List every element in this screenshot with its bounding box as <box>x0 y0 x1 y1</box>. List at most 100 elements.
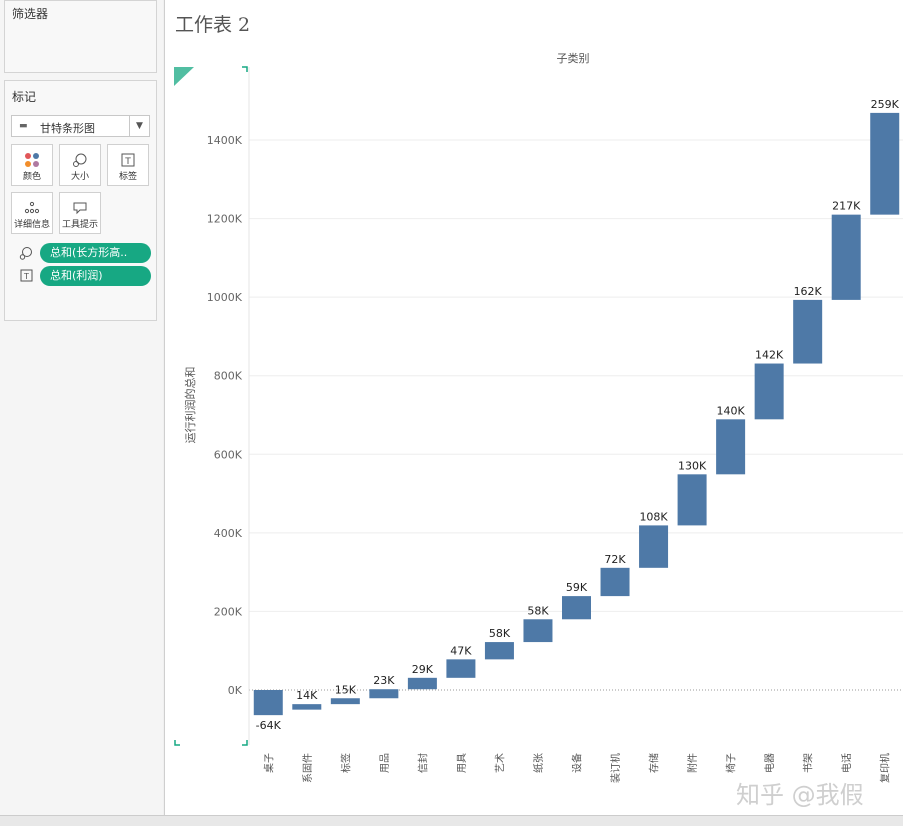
bar <box>716 419 746 475</box>
left-panel: 筛选器 标记 ▬ 甘特条形图 ▼ 颜色 大小 T 标签 <box>0 0 163 825</box>
x-tick-label: 艺术 <box>494 753 506 773</box>
y-tick-label: 800K <box>214 370 243 383</box>
y-tick-label: 200K <box>214 605 243 618</box>
bar <box>600 567 630 597</box>
chevron-down-icon[interactable]: ▼ <box>129 116 149 136</box>
size-pill-row: 总和(长方形高.. <box>19 243 153 263</box>
y-tick-label: 1400K <box>207 134 243 147</box>
column-header: 子类别 <box>557 51 590 65</box>
label-pill-row: T 总和(利润) <box>19 266 153 286</box>
bar-value-label: 140K <box>717 404 746 417</box>
gridlines <box>248 67 903 745</box>
x-tick-label: 信封 <box>416 753 429 773</box>
detail-button[interactable]: 详细信息 <box>11 192 53 234</box>
bar <box>407 677 437 690</box>
color-button-label: 颜色 <box>22 172 41 182</box>
y-tick-label: 600K <box>214 448 243 461</box>
color-button[interactable]: 颜色 <box>11 144 53 186</box>
corner-marker-icon <box>174 67 194 86</box>
watermark: 知乎 @我假 <box>736 781 864 809</box>
marks-card: 标记 ▬ 甘特条形图 ▼ 颜色 大小 T 标签 <box>4 80 157 321</box>
svg-text:T: T <box>23 272 29 281</box>
size-field-pill[interactable]: 总和(长方形高.. <box>40 243 151 263</box>
size-icon <box>60 151 100 169</box>
bar-value-label: 14K <box>296 689 318 702</box>
x-tick-label: 装订机 <box>609 753 622 783</box>
selection-corner-icon <box>174 66 248 746</box>
x-tick-label: 用品 <box>379 753 391 773</box>
status-bar <box>0 815 903 826</box>
bar <box>677 474 707 526</box>
x-tick-label: 复印机 <box>879 753 892 783</box>
bar <box>639 525 669 568</box>
label-field-pill[interactable]: 总和(利润) <box>40 266 151 286</box>
label-button-label: 标签 <box>118 172 137 182</box>
bar-value-label: 59K <box>566 581 588 594</box>
detail-button-label: 详细信息 <box>13 220 50 230</box>
label-icon: T <box>19 269 33 283</box>
bar-value-label: 15K <box>335 683 357 696</box>
label-icon: T <box>108 151 148 169</box>
bar-value-label: 72K <box>604 553 626 566</box>
gantt-icon: ▬ <box>19 121 28 131</box>
x-tick-label: 纸张 <box>532 753 545 773</box>
detail-icon <box>12 199 52 217</box>
bar-value-label: 58K <box>489 627 511 640</box>
bar-value-label: -64K <box>256 719 282 732</box>
y-axis: 0K 200K 400K 600K 800K 1000K 1200K 1400K <box>207 134 243 697</box>
x-tick-label: 设备 <box>571 753 584 773</box>
marks-title: 标记 <box>12 90 37 104</box>
x-tick-label: 电话 <box>840 753 853 773</box>
bar-value-label: 23K <box>373 674 395 687</box>
bar-value-label: 130K <box>678 459 707 472</box>
bar <box>793 299 823 364</box>
sheet-title: 工作表 2 <box>175 14 251 36</box>
bar-value-label: 162K <box>794 285 823 298</box>
bar <box>292 704 322 710</box>
size-button[interactable]: 大小 <box>59 144 101 186</box>
x-tick-label: 桌子 <box>262 753 275 773</box>
x-tick-label: 椅子 <box>725 753 738 773</box>
bar <box>484 642 514 660</box>
size-button-label: 大小 <box>70 172 89 182</box>
x-tick-label: 电器 <box>763 753 776 773</box>
bar <box>754 363 784 420</box>
y-tick-label: 1000K <box>207 291 243 304</box>
bar-value-label: 142K <box>755 349 784 362</box>
x-axis: 桌子 系固件 标签 用品 信封 用具 艺术 纸张 设备 装订机 存储 附件 椅子 电器 书架 电话 复印机 <box>262 753 891 783</box>
y-tick-label: 400K <box>214 527 243 540</box>
bar <box>446 659 476 678</box>
bar-value-label: 259K <box>871 98 900 111</box>
bar-value-label: 108K <box>639 510 668 523</box>
bar <box>253 690 283 716</box>
y-tick-label: 0K <box>228 684 243 697</box>
bar <box>523 619 553 643</box>
y-tick-label: 1200K <box>207 213 243 226</box>
bar <box>369 689 399 699</box>
tooltip-icon <box>60 199 100 217</box>
tooltip-button[interactable]: 工具提示 <box>59 192 101 234</box>
x-tick-label: 用具 <box>456 753 468 773</box>
svg-text:T: T <box>124 157 131 167</box>
bar <box>870 112 900 215</box>
filters-card[interactable]: 筛选器 <box>4 0 157 73</box>
y-axis-title: 运行利润的总和 <box>183 367 197 444</box>
waterfall-chart: 0K 200K 400K 600K 800K 1000K 1200K 1400K -64K 14… <box>174 51 903 783</box>
x-tick-label: 存储 <box>648 753 661 773</box>
color-dots-icon <box>12 151 52 169</box>
mark-type-value: 甘特条形图 <box>40 122 95 135</box>
label-button[interactable]: T 标签 <box>107 144 149 186</box>
bar <box>562 596 591 620</box>
mark-type-dropdown[interactable]: ▬ 甘特条形图 ▼ <box>11 115 150 137</box>
x-tick-label: 书架 <box>803 753 815 773</box>
x-tick-label: 标签 <box>339 753 352 773</box>
size-icon <box>19 246 33 260</box>
bar <box>831 214 861 300</box>
bars <box>253 112 900 716</box>
tooltip-button-label: 工具提示 <box>61 220 98 230</box>
filters-title: 筛选器 <box>12 7 49 21</box>
bar-value-label: 47K <box>450 644 472 657</box>
x-tick-label: 系固件 <box>302 753 314 783</box>
worksheet-area: 工作表 2 0K 200K 400K 600K 800K 1000K 1200K 1400K … <box>164 0 903 815</box>
bar-labels: -64K 14K 15K 23K 29K 47K 58K 58K 59K 72K 108K 130K 1… <box>256 98 900 732</box>
